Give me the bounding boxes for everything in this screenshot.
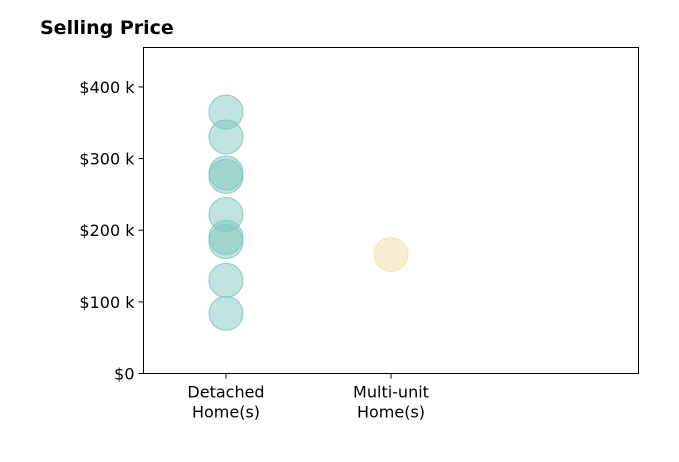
y-tick-label: $300 k bbox=[79, 150, 135, 169]
x-tick-label-detached-home-s: Detached Home(s) bbox=[187, 383, 264, 422]
y-tick-label: $400 k bbox=[79, 78, 135, 97]
data-point-series-0-6 bbox=[208, 224, 244, 260]
data-points bbox=[208, 94, 409, 331]
data-point-series-0-8 bbox=[208, 295, 244, 331]
y-tick-label: $200 k bbox=[79, 221, 135, 240]
x-tick-label-multi-unit-home-s: Multi-unit Home(s) bbox=[353, 383, 429, 422]
y-tick-label: $100 k bbox=[79, 293, 135, 312]
x-axis: Detached Home(s) Multi-unit Home(s) bbox=[187, 373, 429, 422]
y-axis: $0 $100 k $200 k $300 k $400 k bbox=[79, 78, 144, 384]
y-tick-label: $0 bbox=[114, 365, 134, 384]
data-point-series-0-7 bbox=[208, 262, 244, 298]
chart-title: Selling Price bbox=[40, 17, 174, 39]
data-point-series-1-0 bbox=[373, 237, 409, 273]
data-point-series-0-1 bbox=[208, 119, 244, 155]
data-point-series-0-3 bbox=[208, 158, 244, 194]
